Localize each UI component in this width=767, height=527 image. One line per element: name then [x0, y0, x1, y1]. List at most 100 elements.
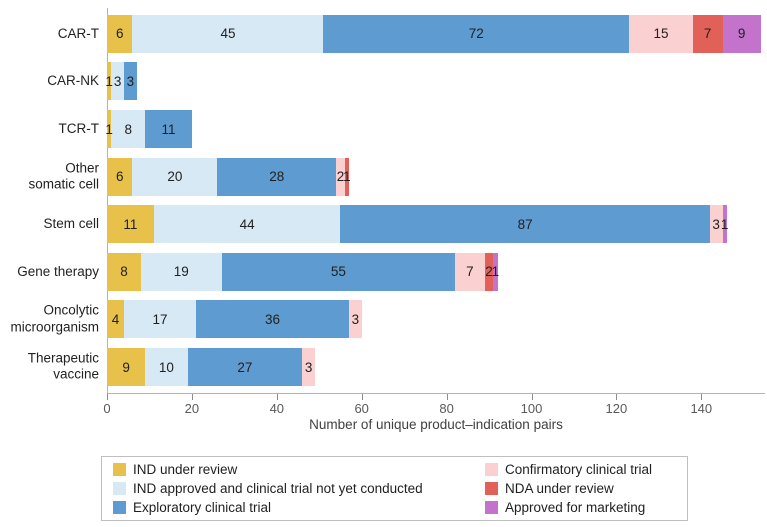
segment-value: 6	[115, 26, 124, 42]
bar-segment: 11	[107, 205, 154, 244]
bar-segment: 10	[145, 348, 188, 386]
x-axis-tick	[191, 394, 193, 400]
legend-label: Confirmatory clinical trial	[505, 462, 653, 477]
segment-value: 28	[269, 169, 285, 185]
legend-swatch	[485, 463, 498, 476]
bar-segment: 6	[107, 14, 133, 53]
segment-value: 15	[653, 26, 669, 42]
bar-segment: 8	[111, 110, 146, 148]
x-axis-tick	[361, 394, 363, 400]
legend-item: IND under review	[113, 460, 485, 479]
segment-value: 1	[491, 264, 500, 280]
bar-segment: 3	[302, 348, 315, 386]
category-label: Gene therapy	[17, 263, 99, 279]
segment-value: 36	[265, 311, 281, 327]
bar-segment: 4	[107, 300, 124, 339]
bar-segment: 87	[340, 205, 710, 244]
x-axis-tick-label: 120	[605, 401, 628, 416]
bar-segment: 55	[221, 252, 456, 291]
segment-value: 44	[239, 216, 255, 232]
legend-item: NDA under review	[485, 479, 677, 498]
legend-column: Confirmatory clinical trial NDA under rev…	[485, 460, 677, 517]
bar-segment: 15	[629, 14, 693, 53]
bar-segment: 2	[484, 252, 494, 291]
legend-swatch	[113, 501, 126, 514]
bar-segment: 1	[491, 252, 500, 291]
x-axis-tick	[276, 394, 278, 400]
bar-segment: 36	[196, 300, 349, 339]
legend-label: Approved for marketing	[505, 500, 646, 515]
legend-label: IND approved and clinical trial not yet …	[133, 481, 423, 496]
x-axis-tick-label: 100	[520, 401, 543, 416]
bar-segment: 7	[692, 14, 723, 53]
y-axis-line	[107, 8, 108, 393]
bar-segment: 2	[336, 157, 345, 196]
segment-value: 1	[343, 169, 351, 185]
bar-row: 6 45 72 15 7 9	[107, 14, 761, 53]
segment-value: 27	[237, 359, 253, 375]
bar-segment: 19	[140, 252, 222, 291]
segment-value: 3	[351, 311, 360, 327]
x-axis-tick	[446, 394, 448, 400]
category-label: CAR-T	[57, 25, 99, 41]
x-axis-tick-label: 140	[690, 401, 713, 416]
segment-value: 55	[330, 264, 346, 280]
bar-segment: 7	[455, 252, 485, 291]
bar-segment: 11	[145, 110, 192, 148]
bar-row: 4 17 36 3	[107, 300, 362, 339]
x-axis-tick	[531, 394, 533, 400]
segment-value: 2	[485, 264, 493, 280]
x-axis-tick	[107, 394, 108, 400]
bar-segment: 6	[107, 157, 133, 196]
x-axis-line	[107, 393, 765, 394]
bar-segment: 1	[105, 110, 113, 148]
segment-value: 72	[468, 26, 484, 42]
x-axis-tick-label: 60	[354, 401, 369, 416]
legend-swatch	[113, 482, 126, 495]
segment-value: 3	[113, 73, 122, 89]
segment-value: 20	[167, 169, 183, 185]
legend-item: Confirmatory clinical trial	[485, 460, 677, 479]
segment-value: 87	[517, 216, 533, 232]
legend-column: IND under review IND approved and clinica…	[113, 460, 485, 517]
bar-segment: 1	[105, 62, 113, 101]
bar-row: 6 20 28 2 1	[107, 157, 351, 196]
category-label: Oncolytic microorganism	[10, 302, 99, 335]
bar-segment: 45	[132, 14, 324, 53]
legend-swatch	[485, 482, 498, 495]
legend-swatch	[485, 501, 498, 514]
segment-value: 3	[126, 73, 135, 89]
segment-value: 11	[123, 216, 138, 232]
segment-value: 9	[737, 26, 746, 42]
bar-row: 1 8 11	[105, 110, 192, 148]
x-axis-title: Number of unique product–indication pair…	[309, 417, 563, 432]
bar-segment: 44	[153, 205, 341, 244]
legend-label: Exploratory clinical trial	[133, 500, 272, 515]
segment-value: 45	[220, 26, 236, 42]
bar-segment: 28	[217, 157, 337, 196]
segment-value: 10	[158, 359, 174, 375]
legend-swatch	[113, 463, 126, 476]
segment-value: 8	[124, 121, 132, 137]
bar-segment: 3	[348, 300, 362, 339]
bar-segment: 17	[123, 300, 197, 339]
legend-label: IND under review	[133, 462, 238, 477]
x-axis-tick	[701, 394, 703, 400]
segment-value: 17	[152, 311, 168, 327]
bar-segment: 1	[343, 157, 351, 196]
segment-value: 19	[173, 264, 189, 280]
bar-segment: 20	[132, 157, 218, 196]
segment-value: 7	[703, 26, 712, 42]
segment-value: 4	[111, 311, 120, 327]
category-label: Therapeutic vaccine	[27, 350, 99, 382]
x-axis-tick-label: 0	[103, 401, 111, 416]
bar-row: 9 10 27 3	[107, 348, 315, 386]
segment-value: 1	[720, 216, 729, 232]
bar-segment: 72	[323, 14, 630, 53]
legend-item: Approved for marketing	[485, 498, 677, 517]
bar-row: 11 44 87 3 1	[107, 205, 729, 244]
bar-segment: 3	[123, 62, 137, 101]
x-axis-tick-label: 20	[184, 401, 200, 416]
